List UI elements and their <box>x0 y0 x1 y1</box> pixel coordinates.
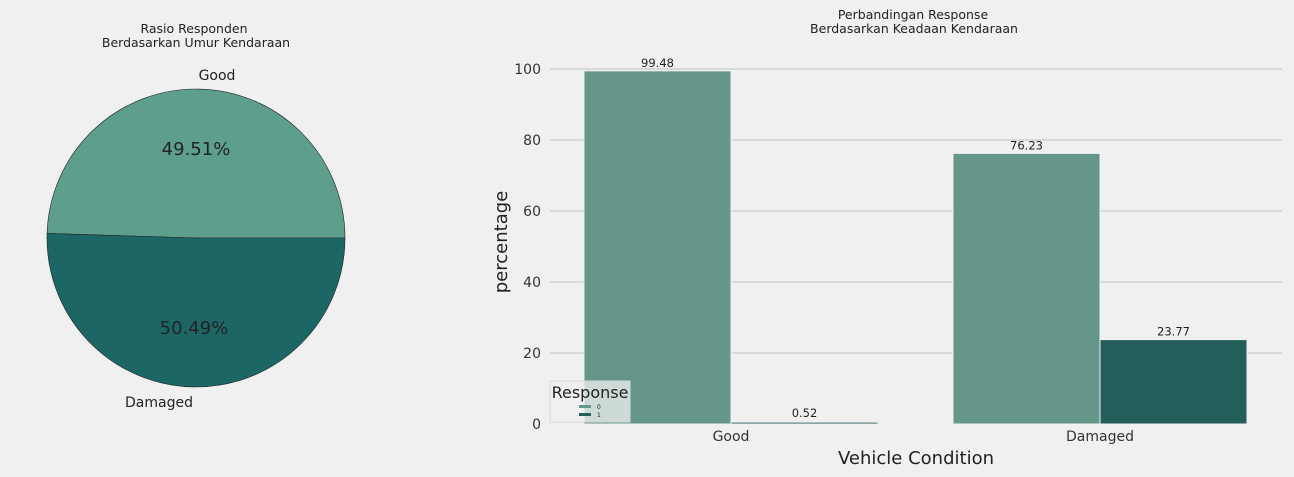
pie-title-line1: Rasio Responden <box>140 21 247 36</box>
bar-good-response-0 <box>583 70 732 425</box>
bar-label-good-0: 99.48 <box>641 56 674 70</box>
y-axis-title: percentage <box>491 191 512 293</box>
x-tick-good: Good <box>713 429 750 445</box>
x-tick-damaged: Damaged <box>1066 429 1134 445</box>
pie-label-damaged: Damaged <box>125 395 193 411</box>
pie-pct-damaged: 50.49% <box>160 318 229 339</box>
bar-damaged-response-0 <box>952 152 1101 425</box>
legend-label-1: 1 <box>597 412 601 419</box>
pie-slice-good <box>46 88 346 239</box>
pie-title-line2: Berdasarkan Umur Kendaraan <box>102 35 290 50</box>
pie-chart: Rasio Responden Berdasarkan Umur Kendara… <box>46 21 346 411</box>
bar-title-line1: Perbandingan Response <box>838 7 989 22</box>
bar-label-good-1: 0.52 <box>792 406 818 420</box>
bar-chart: Perbandingan Response Berdasarkan Keadaa… <box>491 7 1282 469</box>
pie-slice-damaged <box>46 233 346 388</box>
legend-title: Response <box>552 383 629 402</box>
y-tick-label: 60 <box>523 204 541 220</box>
pie-label-good: Good <box>199 68 236 84</box>
y-tick-label: 80 <box>523 133 541 149</box>
legend-swatch-0 <box>579 405 591 408</box>
bar-damaged-response-1 <box>1099 339 1248 425</box>
pie-pct-good: 49.51% <box>162 139 231 160</box>
bar-label-damaged-1: 23.77 <box>1157 325 1190 339</box>
bars <box>583 70 1248 425</box>
legend-label-0: 0 <box>597 404 601 411</box>
bar-label-damaged-0: 76.23 <box>1010 138 1043 152</box>
legend: Response 0 1 <box>549 380 631 423</box>
x-axis-title: Vehicle Condition <box>838 448 994 469</box>
y-tick-label: 0 <box>532 417 541 433</box>
y-tick-labels: 0 20 40 60 80 100 <box>514 62 541 433</box>
bar-title-line2: Berdasarkan Keadaan Kendaraan <box>810 21 1018 36</box>
legend-swatch-1 <box>579 413 591 416</box>
bar-good-response-1 <box>730 421 879 425</box>
y-tick-label: 40 <box>523 275 541 291</box>
y-tick-label: 20 <box>523 346 541 362</box>
y-tick-label: 100 <box>514 62 541 78</box>
bar-value-labels: 99.48 0.52 76.23 23.77 <box>641 56 1190 420</box>
